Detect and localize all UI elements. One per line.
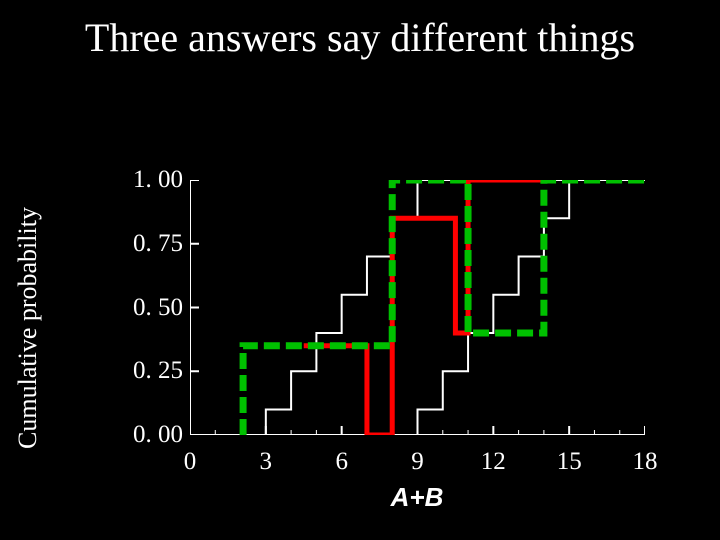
y-axis-label: Cumulative probability xyxy=(13,207,43,449)
xtick-label: 9 xyxy=(398,448,438,476)
plot-area xyxy=(190,180,645,435)
chart-container: Cumulative probability 0. 00 0. 25 0. 50… xyxy=(60,160,680,520)
ytick-label: 0. 00 xyxy=(128,421,183,449)
ytick-label: 0. 50 xyxy=(128,294,183,322)
ytick-label: 0. 25 xyxy=(128,357,183,385)
xtick-label: 3 xyxy=(246,448,286,476)
xtick-label: 12 xyxy=(473,448,513,476)
cdf-chart xyxy=(190,180,645,435)
xtick-label: 15 xyxy=(549,448,589,476)
ytick-label: 0. 75 xyxy=(128,230,183,258)
xtick-label: 18 xyxy=(625,448,665,476)
xtick-label: 6 xyxy=(322,448,362,476)
xtick-label: 0 xyxy=(170,448,210,476)
slide-title: Three answers say different things xyxy=(0,14,720,61)
x-axis-label: A+B xyxy=(391,482,444,513)
ytick-label: 1. 00 xyxy=(128,166,183,194)
slide: Three answers say different things Cumul… xyxy=(0,0,720,540)
